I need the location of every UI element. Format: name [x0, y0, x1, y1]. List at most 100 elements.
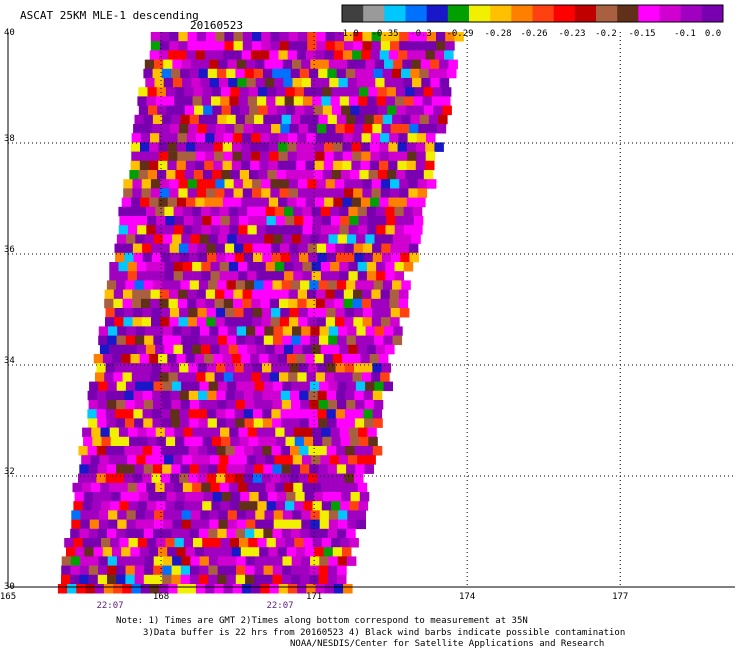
- swath-pixel: [349, 501, 359, 511]
- swath-pixel: [227, 510, 238, 520]
- swath-pixel: [263, 280, 273, 290]
- swath-pixel: [339, 225, 349, 235]
- swath-pixel: [243, 317, 253, 327]
- swath-pixel: [279, 32, 290, 42]
- swath-pixel: [303, 436, 314, 447]
- swath-pixel: [293, 262, 303, 272]
- swath-pixel: [320, 482, 331, 493]
- swath-pixel: [299, 446, 309, 456]
- swath-pixel: [255, 78, 266, 88]
- swath-pixel: [259, 160, 269, 171]
- swath-pixel: [289, 473, 300, 484]
- swath-pixel: [136, 262, 147, 272]
- swath-pixel: [264, 556, 274, 566]
- swath-pixel: [271, 124, 281, 134]
- swath-pixel: [147, 87, 157, 97]
- swath-pixel: [79, 528, 89, 539]
- swath-pixel: [157, 170, 167, 180]
- swath-pixel: [143, 574, 154, 585]
- swath-pixel: [347, 59, 357, 70]
- swath-pixel: [79, 574, 89, 585]
- swath-pixel: [150, 289, 161, 300]
- swath-pixel: [315, 372, 326, 382]
- swath-pixel: [208, 528, 218, 539]
- swath-pixel: [226, 464, 236, 474]
- swath-pixel: [263, 114, 273, 125]
- swath-pixel: [165, 538, 175, 548]
- swath-pixel: [335, 308, 345, 318]
- swath-pixel: [360, 354, 370, 364]
- swath-pixel: [151, 409, 162, 419]
- swath-pixel: [247, 482, 257, 493]
- swath-pixel: [201, 206, 211, 217]
- swath-pixel: [357, 225, 368, 235]
- swath-pixel: [259, 142, 270, 152]
- swath-pixel: [379, 151, 390, 162]
- swath-pixel: [189, 464, 200, 474]
- swath-pixel: [447, 68, 457, 79]
- swath-pixel: [162, 280, 172, 290]
- swath-pixel: [335, 124, 345, 134]
- swath-pixel: [318, 528, 329, 539]
- swath-pixel: [253, 409, 263, 419]
- swath-pixel: [282, 234, 292, 244]
- swath-pixel: [128, 427, 138, 438]
- swath-pixel: [242, 32, 253, 42]
- swath-pixel: [200, 455, 211, 465]
- swath-pixel: [271, 409, 281, 419]
- lat-tick-label: 36: [4, 245, 15, 255]
- swath-pixel: [277, 492, 287, 502]
- swath-pixel: [87, 473, 97, 484]
- swath-pixel: [107, 556, 118, 566]
- swath-pixel: [160, 179, 170, 189]
- swath-pixel: [325, 188, 336, 198]
- swath-pixel: [178, 179, 188, 189]
- swath-pixel: [104, 372, 114, 382]
- swath-pixel: [133, 124, 143, 134]
- swath-pixel: [248, 216, 258, 226]
- swath-pixel: [282, 326, 293, 336]
- swath-pixel: [339, 482, 349, 493]
- swath-pixel: [209, 519, 219, 530]
- swath-pixel: [314, 197, 325, 208]
- swath-pixel: [106, 464, 117, 474]
- swath-pixel: [340, 538, 350, 548]
- swath-pixel: [317, 473, 327, 484]
- swath-pixel: [279, 41, 290, 51]
- swath-pixel: [272, 68, 282, 79]
- swath-pixel: [445, 32, 455, 42]
- swath-pixel: [270, 317, 281, 327]
- swath-pixel: [255, 510, 265, 520]
- swath-pixel: [181, 510, 192, 520]
- swath-pixel: [323, 547, 334, 557]
- swath-pixel: [215, 317, 225, 327]
- swath-pixel: [326, 446, 337, 456]
- swath-pixel: [420, 59, 431, 70]
- swath-pixel: [366, 78, 376, 88]
- swath-pixel: [313, 436, 323, 447]
- swath-pixel: [334, 298, 344, 309]
- swath-pixel: [195, 160, 205, 171]
- swath-pixel: [366, 344, 377, 355]
- swath-pixel: [127, 262, 138, 272]
- swath-pixel: [275, 538, 286, 548]
- swath-pixel: [345, 68, 356, 79]
- swath-pixel: [298, 41, 308, 51]
- swath-pixel: [376, 271, 386, 281]
- swath-pixel: [437, 68, 448, 79]
- swath-pixel: [135, 326, 146, 336]
- swath-pixel: [245, 556, 256, 566]
- swath-pixel: [226, 565, 237, 576]
- swath-pixel: [146, 262, 156, 272]
- swath-pixel: [266, 501, 277, 511]
- swath-pixel: [116, 464, 126, 474]
- swath-pixel: [388, 151, 399, 162]
- swath-pixel: [353, 317, 363, 327]
- swath-pixel: [218, 519, 228, 530]
- swath-pixel: [263, 400, 273, 410]
- swath-pixel: [374, 335, 384, 346]
- swath-pixel: [329, 344, 340, 355]
- swath-pixel: [93, 492, 103, 502]
- swath-pixel: [422, 96, 433, 106]
- swath-pixel: [385, 225, 395, 235]
